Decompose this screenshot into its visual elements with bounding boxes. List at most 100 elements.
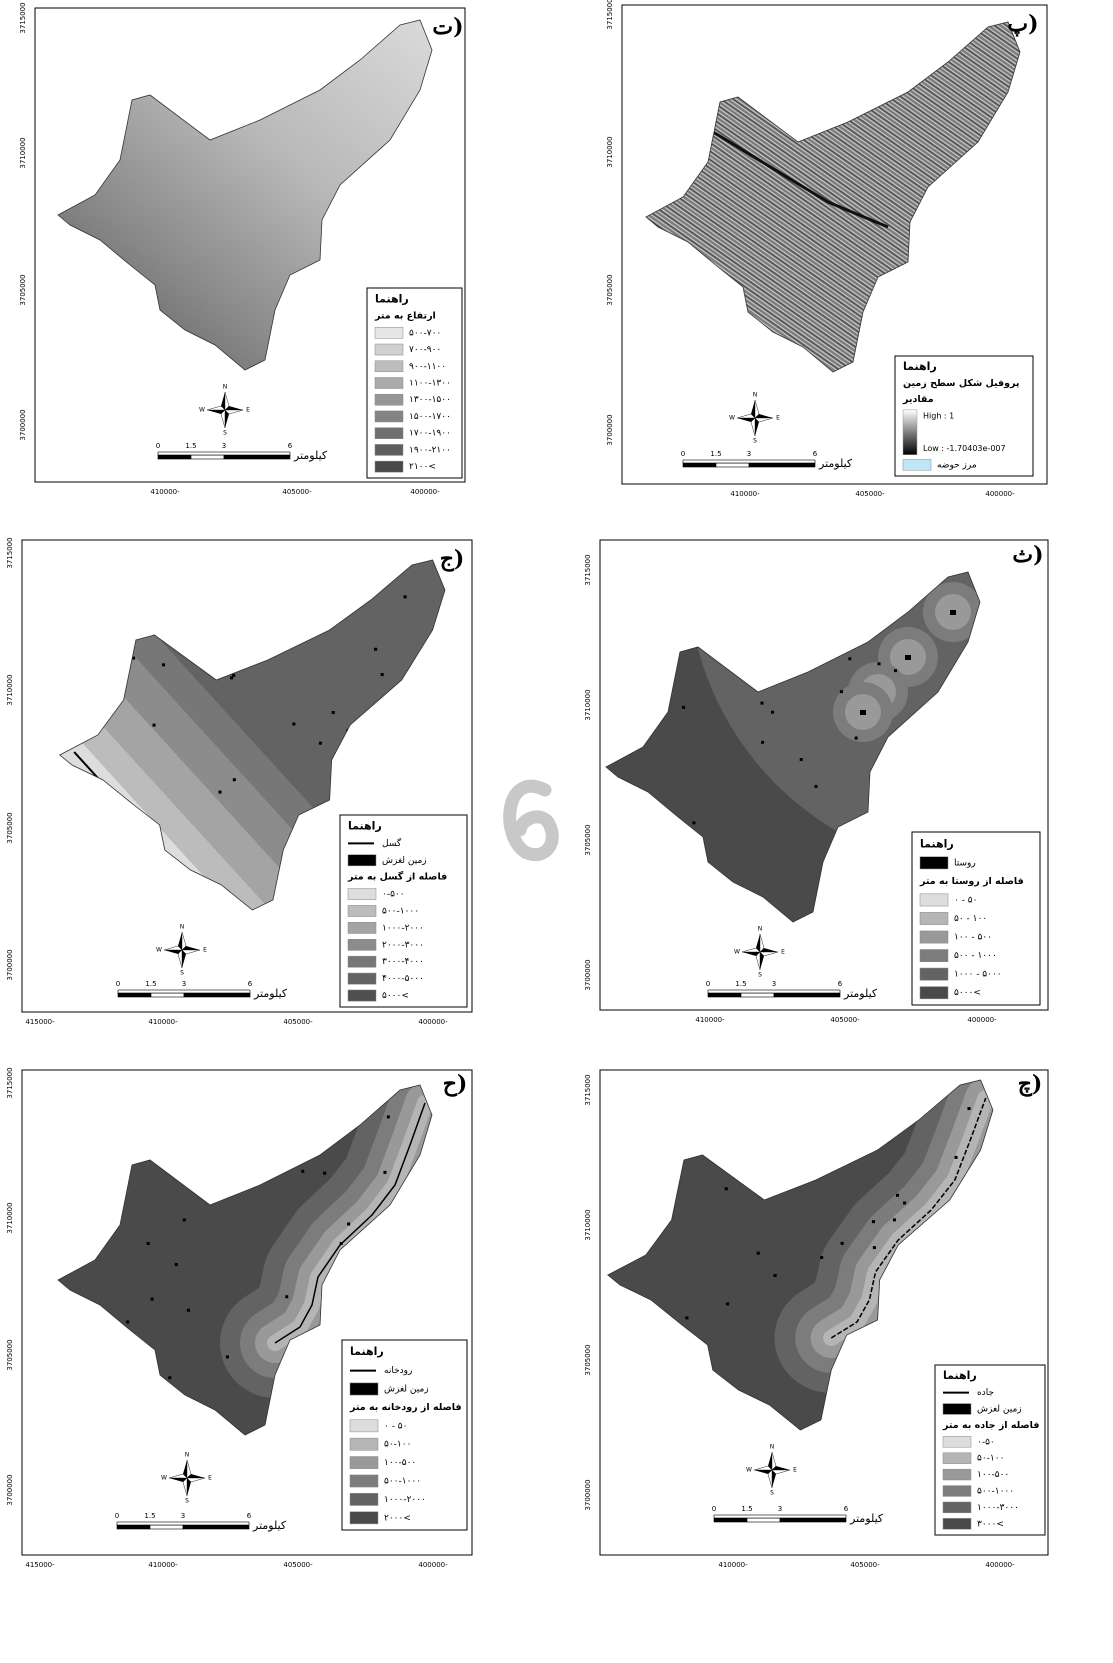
scale-label: 1.5 [710, 450, 721, 458]
landslide [924, 1356, 928, 1360]
landslide [754, 1166, 758, 1170]
legend-swatch [347, 938, 377, 951]
y-tick-label: 3705000 [19, 274, 27, 305]
legend-item: ۱۰۰-۵۰۰ [384, 1458, 416, 1468]
landslide [814, 784, 818, 788]
landslide [110, 1360, 114, 1364]
landslide [904, 1268, 908, 1272]
y-tick-label: 3705000 [606, 274, 614, 305]
compass-letter: E [203, 947, 207, 954]
landslide [949, 703, 953, 707]
legend-text: فاصله از گسل به متر [347, 871, 447, 883]
north-arrow: N E S W [156, 924, 207, 977]
x-tick-label: 410000- [148, 1018, 178, 1026]
legend-text: فاصله از رودخانه به متر [349, 1402, 462, 1413]
scale-label: 3 [747, 450, 751, 458]
legend-swatch [919, 930, 949, 944]
compass-letter: N [185, 1452, 190, 1459]
legend-item: ۵۰۰-۱۰۰۰ [382, 907, 419, 917]
map-panel: ت) 3715000 3710000 3705000 3700000 410000- 405… [19, 2, 466, 496]
x-tick-label: 400000- [410, 488, 440, 496]
legend-swatch [349, 1456, 379, 1469]
compass-letter: E [776, 415, 780, 422]
scale-label: 3 [778, 1505, 782, 1513]
landslide [803, 1146, 808, 1150]
legend-item: ۰ - ۵۰ [384, 1421, 407, 1431]
landslide [331, 711, 335, 715]
legend-title: راهنما [350, 1345, 384, 1358]
landslide [132, 656, 136, 660]
landslide [205, 638, 209, 642]
landslide [407, 806, 411, 810]
legend-swatch [919, 893, 949, 907]
legend-swatch [942, 1452, 972, 1464]
village [860, 710, 866, 715]
landslide [661, 661, 665, 665]
compass-letter: N [770, 1444, 775, 1451]
compass-star [163, 931, 201, 969]
scale-segment [713, 1517, 748, 1523]
legend-swatch [374, 343, 404, 356]
legend-swatch [942, 1485, 972, 1497]
legend-swatch [347, 955, 377, 968]
fault-trace [712, 130, 889, 229]
landslide [770, 710, 774, 714]
legend-swatch [942, 1501, 972, 1514]
basin-outline [605, 571, 981, 923]
legend-item: ۱۰۰ - ۵۰۰ [954, 933, 992, 943]
scale-segment [183, 992, 251, 998]
landslide [339, 1242, 343, 1246]
landslide [318, 741, 322, 745]
legend-ramp [902, 409, 918, 455]
legend: راهنما ارتفاع به متر ۵۰۰-۷۰۰ ۷۰۰-۹۰۰ ۹۰۰-۱۱۰… [366, 287, 463, 479]
landslide [951, 1290, 955, 1294]
landslide [848, 657, 852, 661]
landslide [893, 669, 897, 673]
scale-label: 3 [772, 980, 776, 988]
landslide [726, 1302, 730, 1306]
legend-swatch [347, 905, 377, 917]
landslide [682, 705, 686, 709]
scale-label: 0 [156, 442, 160, 450]
legend-swatch [347, 854, 377, 867]
scale-label: 0 [116, 980, 120, 988]
watermark [503, 779, 559, 862]
basin-fill [646, 22, 1020, 372]
landslide [863, 1344, 867, 1348]
legend-item: ۷۰۰-۹۰۰ [409, 345, 441, 355]
panel-frame [34, 7, 466, 483]
y-tick-label: 3705000 [584, 824, 592, 855]
landslide [168, 1376, 172, 1380]
legend-title: راهنما [920, 837, 954, 850]
landslide [162, 663, 166, 667]
y-tick-label: 3710000 [584, 689, 592, 720]
y-tick-label: 3715000 [6, 537, 14, 568]
legend-item: ۰ - ۵۰ [954, 895, 977, 905]
landslide [232, 778, 236, 782]
landslide [907, 1364, 911, 1368]
compass-star [168, 1459, 206, 1497]
scale-unit: کیلومتر [252, 1519, 287, 1532]
legend-swatch [347, 888, 377, 900]
compass-letter: N [180, 924, 185, 931]
scale-segment [740, 992, 775, 998]
compass-letter: W [161, 1475, 167, 1482]
landslide [186, 1308, 190, 1312]
landslide [380, 673, 384, 677]
legend-item: ۹۰۰-۱۱۰۰ [409, 362, 446, 372]
legend-item: ۲۰۰۰-۳۰۰۰ [382, 940, 424, 950]
panel-frame [599, 1069, 1049, 1556]
legend-item: ۱۰۰۰-۳۰۰۰ [977, 1503, 1019, 1513]
legend-item: مرز حوضه [937, 460, 977, 470]
scale-segment [157, 454, 192, 460]
y-tick-label: 3700000 [19, 409, 27, 440]
legend-swatch [919, 856, 949, 870]
scale-label: 1.5 [735, 980, 746, 988]
legend-item: ۰-۵۰ [977, 1437, 995, 1447]
legend-title: راهنما [903, 360, 937, 373]
landslide [150, 1297, 154, 1301]
scale-label: 6 [247, 1512, 252, 1520]
panel-label: ت) [432, 14, 463, 40]
